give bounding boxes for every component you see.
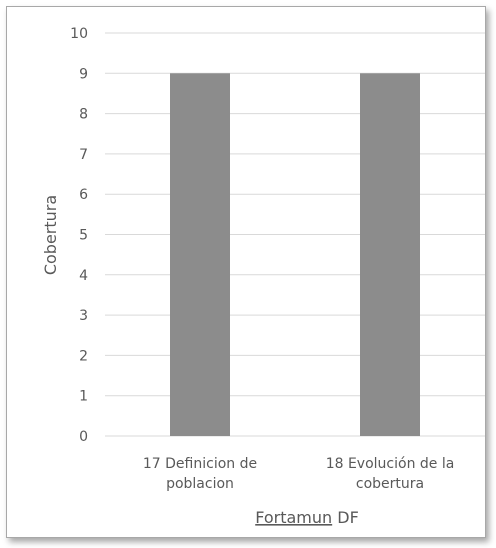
- y-axis-title: Cobertura: [41, 195, 60, 275]
- y-tick-labels: 0 1 2 3 4 5 6 7 8 9 10: [70, 26, 88, 445]
- bar: [360, 73, 420, 437]
- gridlines: [105, 32, 485, 437]
- bar: [170, 73, 230, 437]
- x-category-label-line: cobertura: [356, 476, 424, 492]
- y-tick-label: 9: [79, 66, 88, 82]
- x-category-label-line: poblacion: [166, 476, 234, 492]
- y-tick-label: 4: [79, 268, 88, 284]
- x-category-labels: 17 Definicion de poblacion 18 Evolución de…: [143, 456, 454, 492]
- x-axis-title-underlined: Fortamun: [255, 508, 332, 527]
- y-tick-label: 7: [79, 147, 88, 163]
- y-tick-label: 6: [79, 187, 88, 203]
- y-tick-label: 1: [79, 389, 88, 405]
- y-tick-label: 0: [79, 429, 88, 445]
- y-tick-label: 10: [70, 26, 88, 42]
- x-axis-title-rest: DF: [332, 508, 359, 527]
- y-tick-label: 5: [79, 228, 88, 244]
- x-category-label: 18 Evolución de la cobertura: [326, 456, 455, 492]
- x-category-label-line: 17 Definicion de: [143, 456, 257, 472]
- x-category-label-line: 18 Evolución de la: [326, 456, 455, 472]
- y-tick-label: 3: [79, 308, 88, 324]
- y-tick-label: 2: [79, 348, 88, 364]
- bars: [170, 73, 420, 437]
- y-tick-label: 8: [79, 107, 88, 123]
- x-axis-title: Fortamun DF: [255, 508, 359, 527]
- x-category-label: 17 Definicion de poblacion: [143, 456, 257, 492]
